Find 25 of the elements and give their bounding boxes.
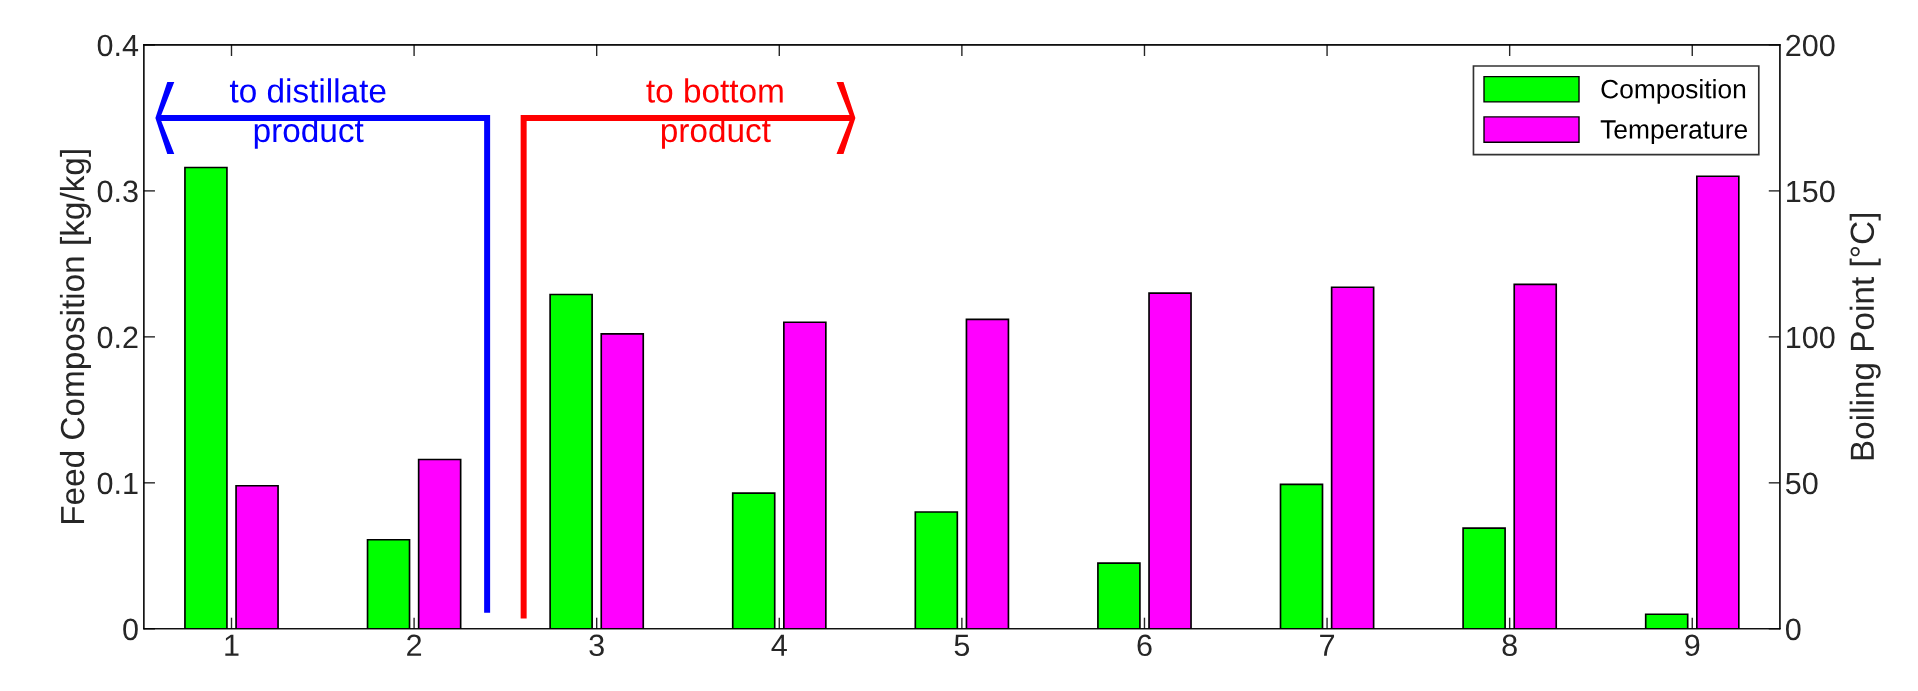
legend-label: Temperature <box>1600 120 1748 145</box>
annotation: to bottom product <box>646 78 783 149</box>
x-tick-label: 1 <box>225 634 239 656</box>
x-tick-label: 3 <box>589 634 604 657</box>
y2-tick-label: 150 <box>1787 180 1835 203</box>
x-tick-label: 9 <box>1685 634 1700 657</box>
y2-tick-label: 0 <box>1785 618 1801 641</box>
y-tick-label: 0 <box>123 618 138 641</box>
y2-tick-label: 50 <box>1785 472 1818 495</box>
y-tick-label: 0.1 <box>97 472 138 495</box>
x-tick-label: 6 <box>1137 634 1152 657</box>
x-tick-label: 8 <box>1502 634 1517 657</box>
x-tick-label: 4 <box>771 634 787 656</box>
y-tick-label: 0.3 <box>97 180 138 203</box>
y2-tick-label: 200 <box>1786 34 1835 57</box>
x-tick-label: 2 <box>407 634 422 656</box>
y-axis-title: Feed Composition [kg/kg] <box>59 150 91 524</box>
legend-label: Composition <box>1601 79 1746 104</box>
y2-axis-title: Boiling Point [°C] <box>1849 213 1881 460</box>
y-tick-label: 0.4 <box>97 34 139 57</box>
x-tick-label: 5 <box>954 634 970 657</box>
annotation: to distillate product <box>229 78 386 149</box>
x-tick-label: 7 <box>1320 634 1335 656</box>
y-tick-label: 0.2 <box>97 326 138 349</box>
y2-tick-label: 100 <box>1787 326 1835 349</box>
